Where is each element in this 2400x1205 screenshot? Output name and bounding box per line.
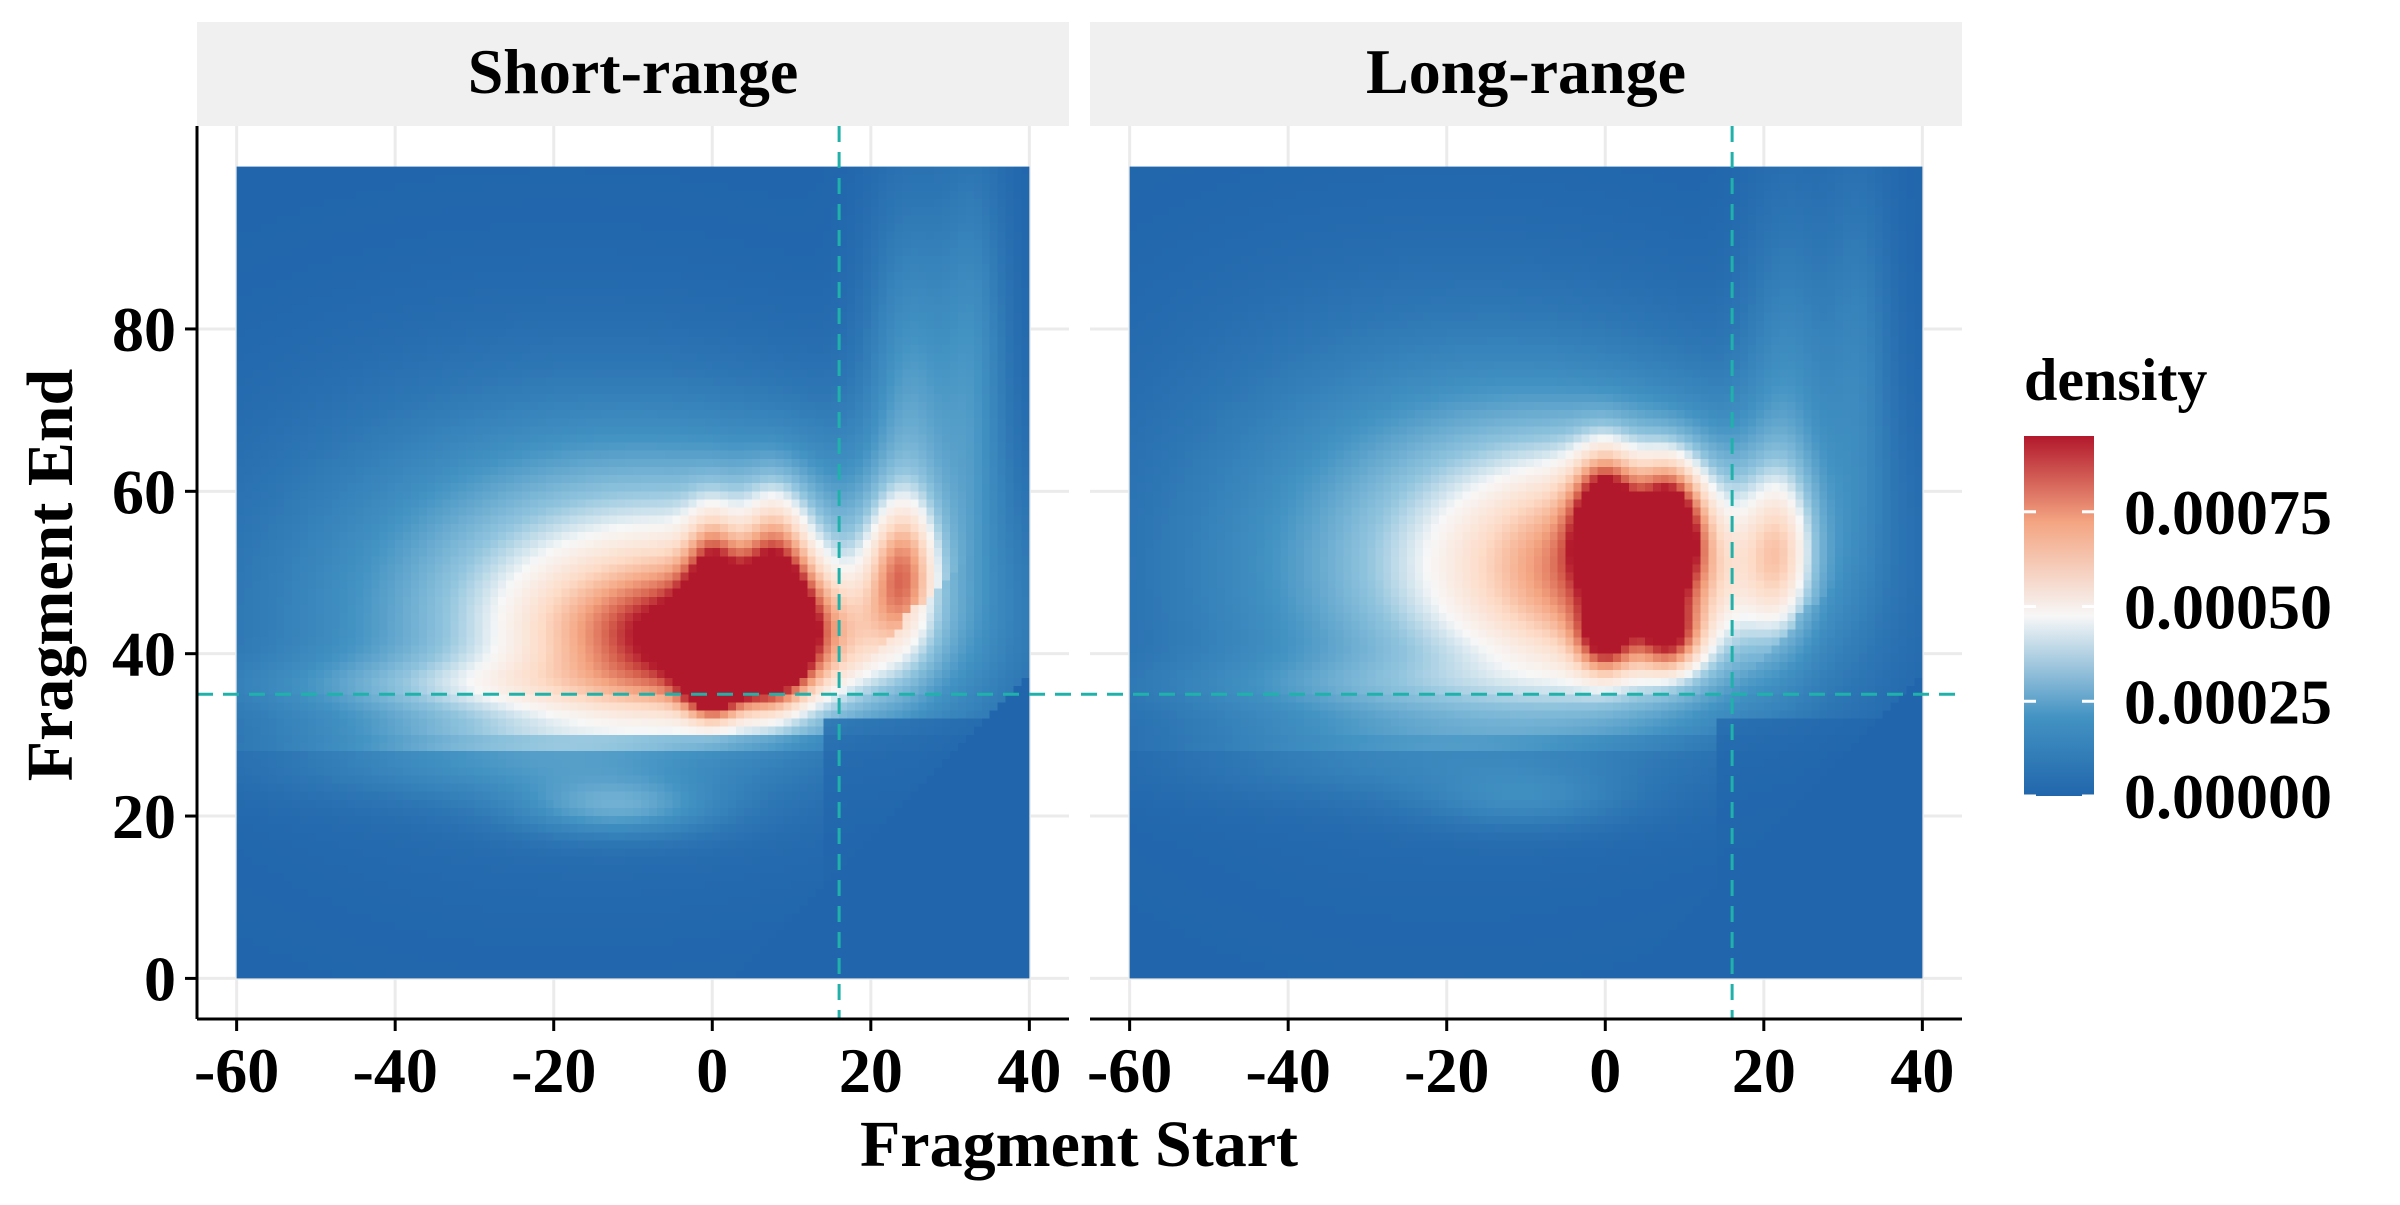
panel-short-range [197,126,1069,1019]
x-tick-label: -60 [194,1035,279,1106]
legend-title: density [2024,347,2207,413]
x-axis-title: Fragment Start [860,1108,1298,1181]
legend: density 0.00000 0.00025 0.00050 0.00075 [2024,347,2332,832]
x-tick-label: -60 [1087,1035,1172,1106]
facet-title-long-range: Long-range [1366,36,1686,107]
x-axis-ticks: -60 -40 -20 0 20 40 -60 -40 -20 0 20 40 [194,1019,1954,1106]
legend-tick-label: 0.00050 [2124,572,2332,643]
density-heatmap [1129,166,1923,979]
x-tick-label: -20 [511,1035,596,1106]
x-tick-label: 40 [997,1035,1061,1106]
y-tick-label: 0 [144,943,176,1014]
facet-strip-long-range [1090,22,1962,126]
x-tick-label: -20 [1404,1035,1489,1106]
legend-ticks: 0.00000 0.00025 0.00050 0.00075 [2024,477,2332,832]
legend-tick-label: 0.00075 [2124,477,2332,548]
x-tick-label: 20 [1732,1035,1796,1106]
x-tick-label: 0 [1589,1035,1621,1106]
y-tick-label: 40 [112,619,176,690]
legend-colorbar [2024,436,2094,796]
panel-long-range [1090,126,1962,1019]
facet-strip-short-range [197,22,1069,126]
density-heatmap [236,166,1030,979]
y-axis-title: Fragment End [14,369,87,782]
y-tick-label: 20 [112,781,176,852]
legend-tick-label: 0.00000 [2124,761,2332,832]
x-tick-label: 0 [696,1035,728,1106]
x-tick-label: 20 [839,1035,903,1106]
facet-title-short-range: Short-range [468,36,799,107]
x-tick-label: -40 [353,1035,438,1106]
y-axis-ticks: 0 20 40 60 80 [112,294,197,1014]
y-tick-label: 80 [112,294,176,365]
x-tick-label: -40 [1246,1035,1331,1106]
x-tick-label: 40 [1890,1035,1954,1106]
y-tick-label: 60 [112,456,176,527]
legend-tick-label: 0.00025 [2124,666,2332,737]
